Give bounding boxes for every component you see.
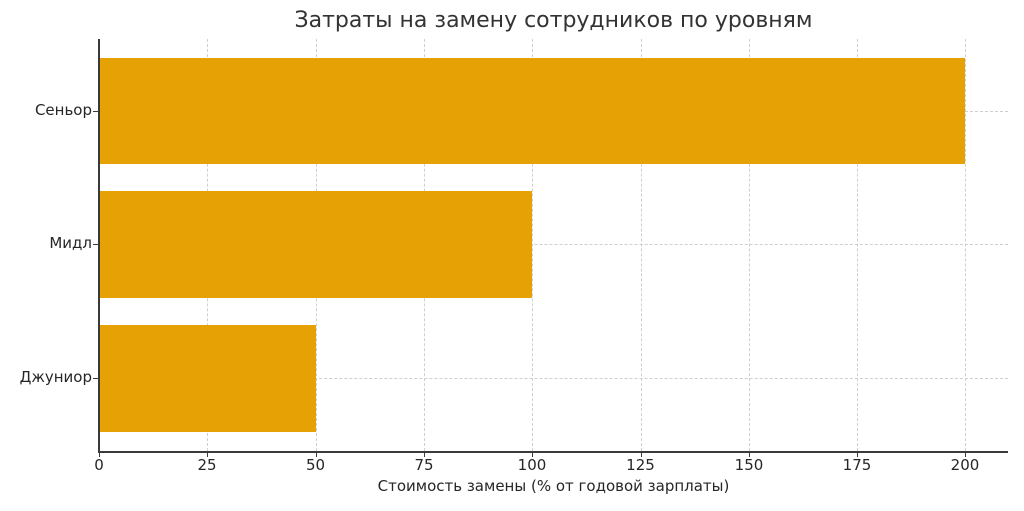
x-axis-line bbox=[98, 451, 1008, 453]
y-axis-line bbox=[98, 39, 100, 452]
grid-line-x-125 bbox=[640, 39, 642, 451]
grid-line-x-175 bbox=[857, 39, 858, 451]
x-tick bbox=[532, 452, 533, 457]
x-tick bbox=[424, 452, 425, 457]
grid-line-x-150 bbox=[749, 39, 750, 451]
x-tick bbox=[749, 452, 750, 457]
grid-line-x-100 bbox=[532, 39, 533, 451]
y-tick-junior bbox=[93, 378, 98, 379]
y-tick-label: Джуниор bbox=[19, 368, 92, 386]
x-tick-label: 125 bbox=[626, 456, 655, 474]
x-tick-label: 200 bbox=[950, 456, 980, 474]
plot-area bbox=[99, 39, 1008, 451]
x-tick-label: 175 bbox=[842, 456, 872, 474]
grid-line-x-200 bbox=[965, 39, 966, 451]
grid-line-y-junior bbox=[99, 378, 1008, 379]
x-tick bbox=[99, 452, 100, 457]
x-tick-label: 0 bbox=[94, 456, 104, 474]
x-tick bbox=[207, 452, 208, 457]
bar-middle[interactable] bbox=[99, 191, 532, 298]
y-tick-label: Сеньор bbox=[34, 101, 92, 119]
chart-title: Затраты на замену сотрудников по уровням bbox=[294, 8, 813, 33]
x-tick bbox=[640, 452, 642, 457]
y-tick-senior bbox=[93, 111, 98, 112]
bar-senior[interactable] bbox=[99, 58, 965, 164]
grid-line-y-middle bbox=[99, 244, 1008, 245]
y-tick-label: Мидл bbox=[49, 234, 92, 252]
x-axis-label: Стоимость замены (% от годовой зарплаты) bbox=[377, 477, 730, 495]
bar-junior[interactable] bbox=[99, 325, 316, 432]
x-tick bbox=[965, 452, 966, 457]
y-tick-middle bbox=[93, 244, 98, 245]
x-tick-label: 75 bbox=[414, 456, 434, 474]
x-tick bbox=[857, 452, 858, 457]
x-tick-label: 25 bbox=[197, 456, 217, 474]
x-tick-label: 150 bbox=[734, 456, 764, 474]
x-tick bbox=[315, 452, 317, 457]
x-tick-label: 100 bbox=[517, 456, 547, 474]
x-tick-label: 50 bbox=[305, 456, 326, 474]
